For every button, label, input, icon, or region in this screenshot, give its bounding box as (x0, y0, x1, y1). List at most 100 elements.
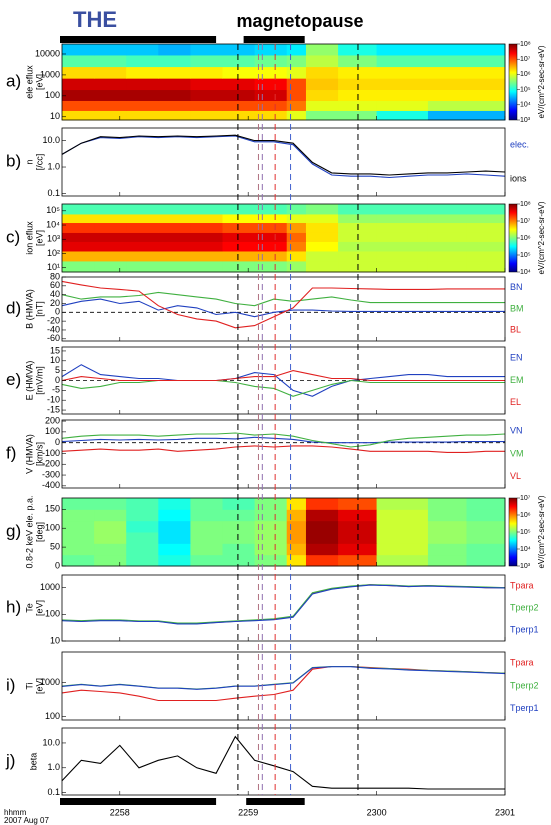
panel-frame (61, 43, 506, 121)
spectrogram-cell (126, 44, 159, 56)
y-tick-label: -300 (42, 469, 60, 479)
spectrogram-cell (190, 509, 224, 522)
y-tick-label: 1.0 (47, 762, 60, 772)
spectrogram-cell (94, 222, 127, 233)
spectrogram-cell (190, 213, 224, 224)
spectrogram-cell (126, 260, 159, 273)
y-tick-label: 0 (55, 307, 60, 317)
spectrogram-cell (158, 250, 191, 262)
spectrogram-cell (376, 204, 429, 215)
spectrogram-cell (254, 520, 288, 533)
spectrogram-cell (222, 54, 256, 68)
y-axis-label: Ti (24, 682, 34, 689)
y-tick-label: 10⁵ (46, 205, 60, 215)
spectrogram-cell (376, 213, 429, 224)
y-tick-label: 0.1 (47, 787, 60, 797)
spectrogram-cell (254, 89, 288, 101)
y-tick-label: 0 (55, 437, 60, 447)
spectrogram-cell (94, 532, 127, 544)
panel-frame (61, 497, 506, 567)
legend-label: ions (510, 173, 527, 183)
colorbar (508, 43, 518, 121)
spectrogram-cell (286, 66, 307, 79)
y-tick-label: 10 (50, 635, 60, 645)
spectrogram-cell (62, 520, 95, 533)
spectrogram-cell (62, 554, 95, 567)
subtitle: magnetopause (236, 11, 363, 31)
y-axis-label: 0.8-2 keV ele. p.a. (24, 495, 34, 568)
x-axis-label: hhmm (4, 808, 27, 817)
spectrogram-cell (254, 498, 288, 510)
spectrogram-cell (158, 543, 191, 556)
series-line (61, 584, 506, 624)
spectrogram-cell (158, 232, 191, 242)
y-tick-label: -200 (42, 459, 60, 469)
x-tick-label: 2259 (238, 807, 258, 817)
spectrogram-cell (254, 100, 288, 111)
spectrogram-cell (158, 89, 191, 101)
spectrogram-cell (376, 250, 429, 262)
y-tick-label: 10³ (47, 234, 60, 244)
spectrogram-cell (62, 204, 95, 215)
spectrogram-cell (62, 509, 95, 522)
spectrogram-cell (62, 66, 95, 79)
spectrogram-cell (254, 250, 288, 262)
spectrogram-cell (376, 260, 429, 273)
series-line (61, 735, 505, 790)
spectrogram-cell (222, 498, 256, 510)
spectrogram-cell (286, 498, 307, 510)
colorbar-tick-label: 10⁶ (520, 71, 531, 78)
spectrogram-cell (254, 54, 288, 68)
spectrogram-cell (305, 204, 339, 215)
spectrogram-cell (94, 66, 127, 79)
spectrogram-cell (62, 110, 95, 121)
spectrogram-cell (62, 213, 95, 224)
y-tick-label: 20 (50, 298, 60, 308)
y-axis-label: n (24, 159, 34, 164)
spectrogram-cell (305, 89, 339, 101)
y-tick-label: 10.0 (42, 737, 60, 747)
series-line (61, 298, 505, 318)
spectrogram-cell (466, 44, 506, 56)
spectrogram-cell (222, 204, 256, 215)
spectrogram-cell (305, 100, 339, 111)
spectrogram-cell (190, 498, 224, 510)
spectrogram-cell (62, 89, 95, 101)
spectrogram-cell (62, 241, 95, 252)
spectrogram-cell (190, 520, 224, 533)
spectrogram-cell (190, 260, 224, 273)
spectrogram-cell (222, 260, 256, 273)
spectrogram-cell (305, 241, 339, 252)
spectrogram-cell (190, 100, 224, 111)
date-label: 2007 Aug 07 (4, 816, 49, 825)
y-tick-label: 10⁴ (46, 219, 60, 229)
y-tick-label: 10 (50, 111, 60, 121)
spectrogram-cell (126, 54, 159, 68)
spectrogram-cell (286, 78, 307, 91)
spectrogram-cell (158, 554, 191, 567)
spectrogram-cell (427, 260, 467, 273)
spectrogram-cell (222, 222, 256, 233)
spectrogram-cell (305, 554, 339, 567)
spectrogram-cell (305, 260, 339, 273)
spectrogram-cell (305, 78, 339, 91)
spectrogram-cell (376, 232, 429, 242)
spectrogram-cell (286, 241, 307, 252)
y-tick-label: -10 (47, 395, 60, 405)
y-axis-label: [km/s] (34, 442, 44, 466)
y-axis-label: [/cc] (34, 154, 44, 171)
colorbar-tick-label: 10⁷ (520, 56, 531, 63)
spectrogram-cell (466, 89, 506, 101)
spectrogram-cell (254, 66, 288, 79)
y-axis-label: [eV] (34, 230, 44, 246)
spectrogram-cell (286, 509, 307, 522)
colorbar-tick-label: 10⁴ (520, 269, 531, 276)
spectrogram-cell (222, 543, 256, 556)
spectrogram-cell (427, 54, 467, 68)
spectrogram-cell (254, 213, 288, 224)
spectrogram-cell (376, 89, 429, 101)
legend-label: Tperp1 (510, 624, 539, 634)
colorbar-tick-label: 10⁶ (520, 235, 531, 242)
spectrogram-cell (158, 78, 191, 91)
legend-label: EM (510, 375, 524, 385)
